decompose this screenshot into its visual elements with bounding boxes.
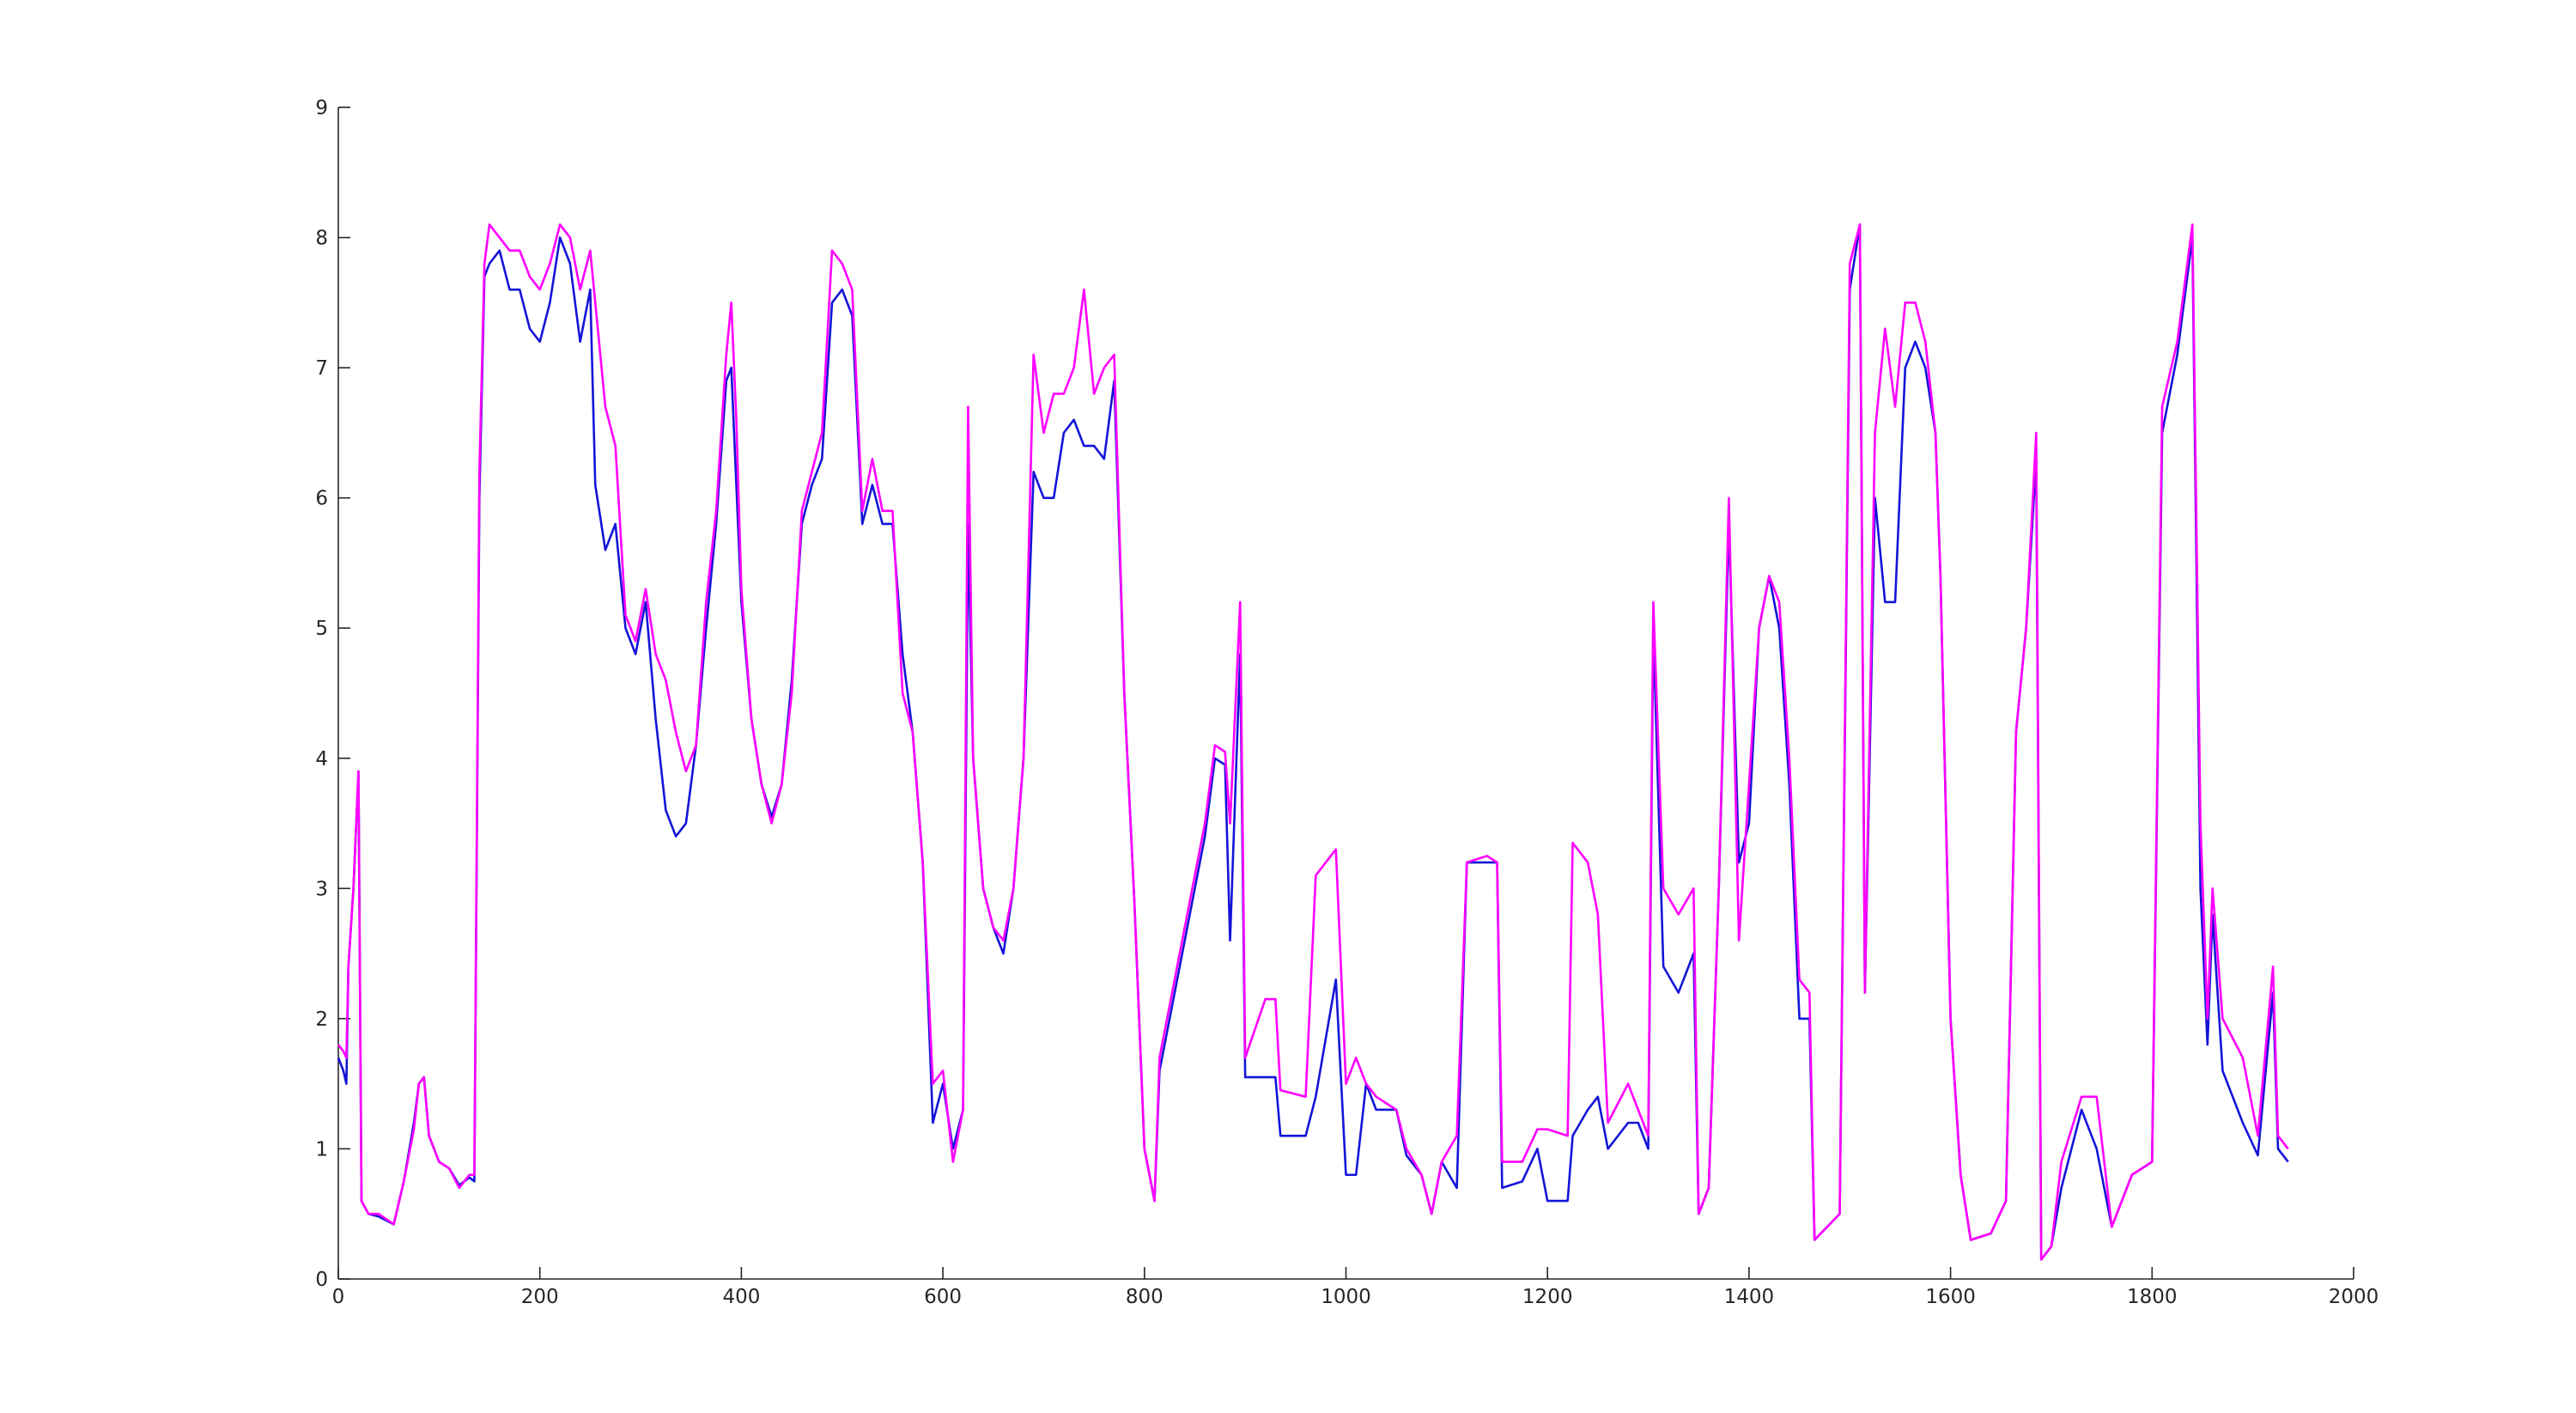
x-tick-label: 200 <box>521 1286 559 1308</box>
series-line <box>337 223 2289 1261</box>
x-tick-label: 400 <box>722 1286 760 1308</box>
x-tick-label: 1600 <box>1925 1286 1976 1308</box>
x-tick-label: 600 <box>924 1286 962 1308</box>
x-tick-label: 2000 <box>2329 1286 2379 1308</box>
y-tick-label: 0 <box>315 1269 328 1291</box>
y-tick-label: 3 <box>315 878 328 900</box>
x-tick-label: 800 <box>1126 1286 1163 1308</box>
x-tick-label: 1200 <box>1522 1286 1573 1308</box>
x-tick-label: 1000 <box>1321 1286 1371 1308</box>
y-tick-label: 4 <box>315 748 328 770</box>
y-tick-label: 7 <box>315 357 328 380</box>
y-tick-label: 1 <box>315 1138 328 1160</box>
x-tick-label: 0 <box>332 1286 345 1308</box>
y-tick-label: 2 <box>315 1008 328 1031</box>
x-tick-label: 1800 <box>2127 1286 2178 1308</box>
y-tick-label: 5 <box>315 618 328 640</box>
x-tick-label: 1400 <box>1724 1286 1775 1308</box>
y-tick-label: 9 <box>315 97 328 119</box>
series-line <box>337 223 2289 1261</box>
y-tick-label: 6 <box>315 488 328 510</box>
y-tick-label: 8 <box>315 228 328 250</box>
